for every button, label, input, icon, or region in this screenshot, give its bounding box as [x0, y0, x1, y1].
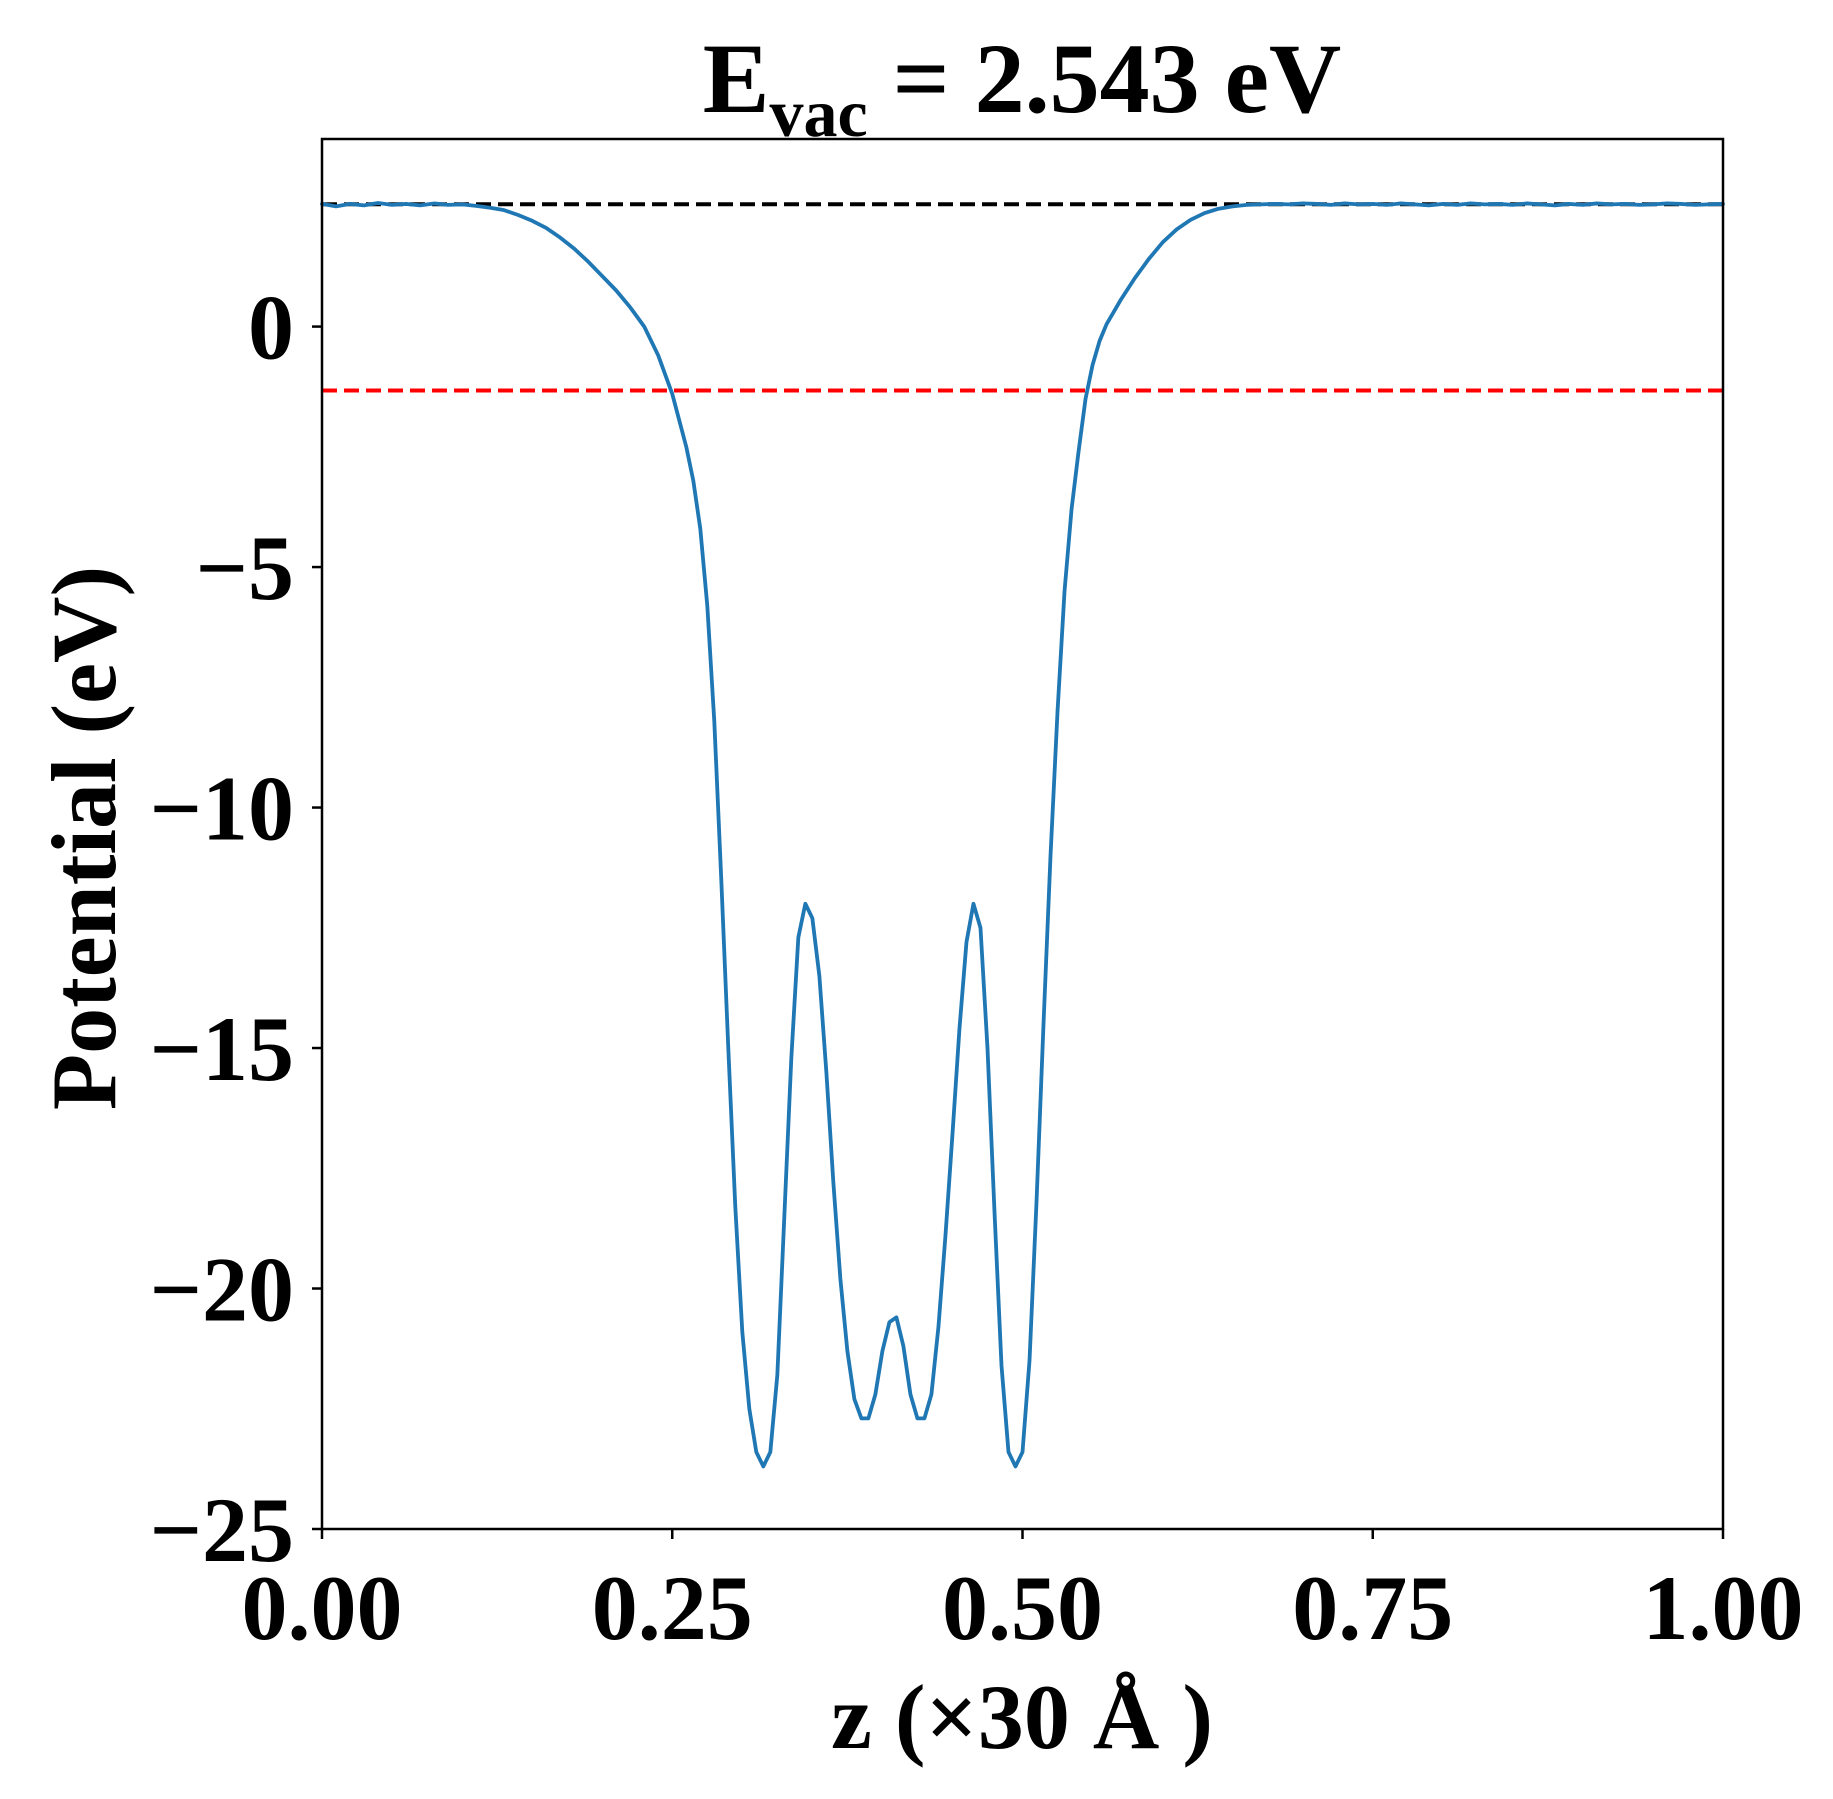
- chart-title: Evac = 2.543 eV: [703, 23, 1341, 151]
- plot-frame: [320, 137, 1725, 1531]
- y-tick-label: −15: [150, 998, 294, 1100]
- chart-title-main: E: [703, 23, 770, 134]
- chart-title-rest: = 2.543 eV: [868, 23, 1342, 134]
- y-tick-label: −25: [150, 1479, 294, 1581]
- y-axis-label: Potential (eV): [33, 566, 135, 1110]
- x-tick-label: 0.00: [242, 1557, 403, 1659]
- axis-ticks: 0.00 0.25 0.50 0.75 1.00 0 −5 −10 −15 −20 −25: [150, 277, 1804, 1659]
- x-tick-label: 0.25: [592, 1557, 753, 1659]
- potential-series-line-0: [320, 201, 1725, 1469]
- x-tick-label: 1.00: [1643, 1557, 1804, 1659]
- y-tick-label: −5: [196, 517, 294, 619]
- x-tick-label: 0.75: [1292, 1557, 1453, 1659]
- y-tick-label: −20: [150, 1239, 294, 1341]
- y-tick-label: 0: [248, 277, 294, 379]
- plot-area: [320, 201, 1725, 1469]
- chart-title-subscript: vac: [769, 75, 867, 151]
- x-tick-label: 0.50: [942, 1557, 1103, 1659]
- y-tick-label: −10: [150, 758, 294, 860]
- x-axis-label: z (×30 Å ): [831, 1666, 1213, 1768]
